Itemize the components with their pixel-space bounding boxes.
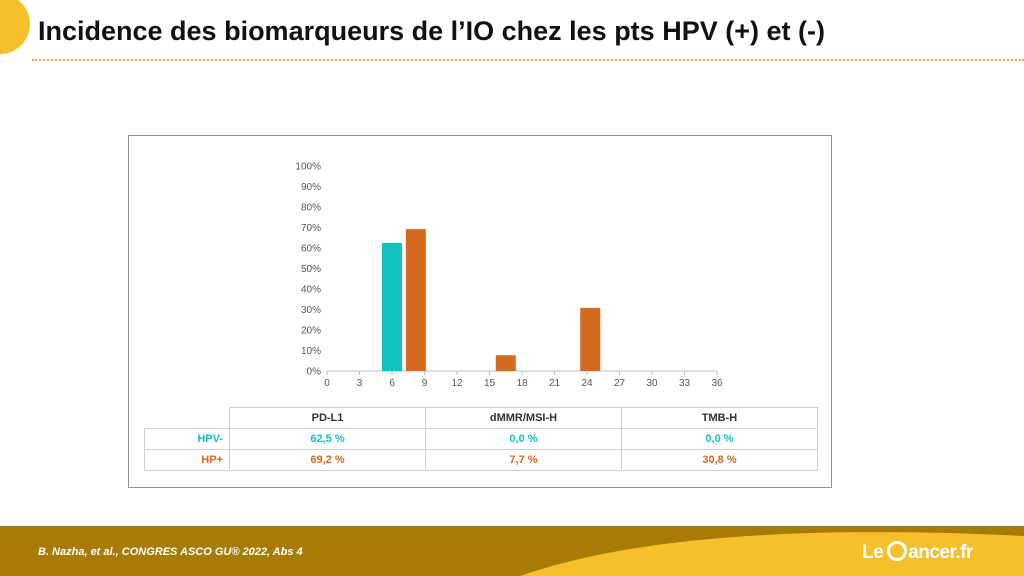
bar-chart: 0%10%20%30%40%50%60%70%80%90%100%0 3 6 9 12 1…	[295, 162, 723, 390]
x-tick-label: 3	[357, 378, 363, 389]
table-cell: 62,5 %	[229, 428, 426, 450]
x-tick-label: 21	[549, 378, 561, 389]
y-tick-label: 30%	[301, 305, 321, 316]
x-tick-label: 12	[451, 378, 463, 389]
x-tick-label: 30	[646, 378, 658, 389]
title-divider	[32, 59, 1024, 61]
y-tick-label: 60%	[301, 244, 321, 255]
y-tick-label: 50%	[301, 264, 321, 275]
table-cell: 0,0 %	[425, 428, 622, 450]
source-citation: B. Nazha, et al., CONGRES ASCO GU® 2022,…	[38, 546, 303, 558]
slide-title: Incidence des biomarqueurs de l’IO chez …	[38, 16, 825, 46]
y-tick-label: 70%	[301, 223, 321, 234]
logo-c-icon	[887, 541, 908, 561]
table-cell: 7,7 %	[425, 449, 622, 471]
y-tick-label: 10%	[301, 346, 321, 357]
x-tick-label: 36	[711, 378, 723, 389]
y-tick-label: 100%	[295, 162, 321, 173]
x-tick-label: 18	[516, 378, 528, 389]
y-tick-label: 80%	[301, 203, 321, 214]
bar	[580, 307, 601, 371]
table-header-cell: TMB-H	[621, 407, 818, 429]
x-tick-label: 27	[614, 378, 626, 389]
x-tick-label: 0	[324, 378, 330, 389]
table-row-label: HP+	[144, 449, 230, 471]
table-row-label: HPV-	[144, 428, 230, 450]
table-cell: 69,2 %	[229, 449, 426, 471]
x-tick-label: 6	[389, 378, 395, 389]
table-corner-cell	[144, 407, 230, 429]
bar	[405, 229, 426, 371]
logo-text-pre: Le	[862, 542, 884, 563]
table-header-cell: PD-L1	[229, 407, 426, 429]
y-tick-label: 90%	[301, 182, 321, 193]
x-tick-label: 33	[679, 378, 691, 389]
table-cell: 0,0 %	[621, 428, 818, 450]
accent-circle-decoration	[0, 0, 30, 54]
x-tick-label: 24	[581, 378, 593, 389]
y-tick-label: 40%	[301, 285, 321, 296]
logo-text-post: ancer.fr	[908, 542, 973, 563]
table-row-hpv-pos: HP+ 69,2 % 7,7 % 30,8 %	[144, 449, 818, 471]
table-cell: 30,8 %	[621, 449, 818, 471]
brand-logo: Le ancer.fr	[862, 541, 973, 564]
bar	[495, 355, 516, 371]
x-tick-label: 9	[422, 378, 428, 389]
y-tick-label: 20%	[301, 326, 321, 337]
table-header-row: PD-L1 dMMR/MSI-H TMB-H	[144, 407, 818, 429]
bar	[382, 242, 402, 371]
y-tick-label: 0%	[307, 367, 322, 378]
data-table: PD-L1 dMMR/MSI-H TMB-H HPV- 62,5 % 0,0 %…	[144, 407, 818, 471]
table-header-cell: dMMR/MSI-H	[425, 407, 622, 429]
table-row-hpv-neg: HPV- 62,5 % 0,0 % 0,0 %	[144, 428, 818, 450]
x-tick-label: 15	[484, 378, 496, 389]
